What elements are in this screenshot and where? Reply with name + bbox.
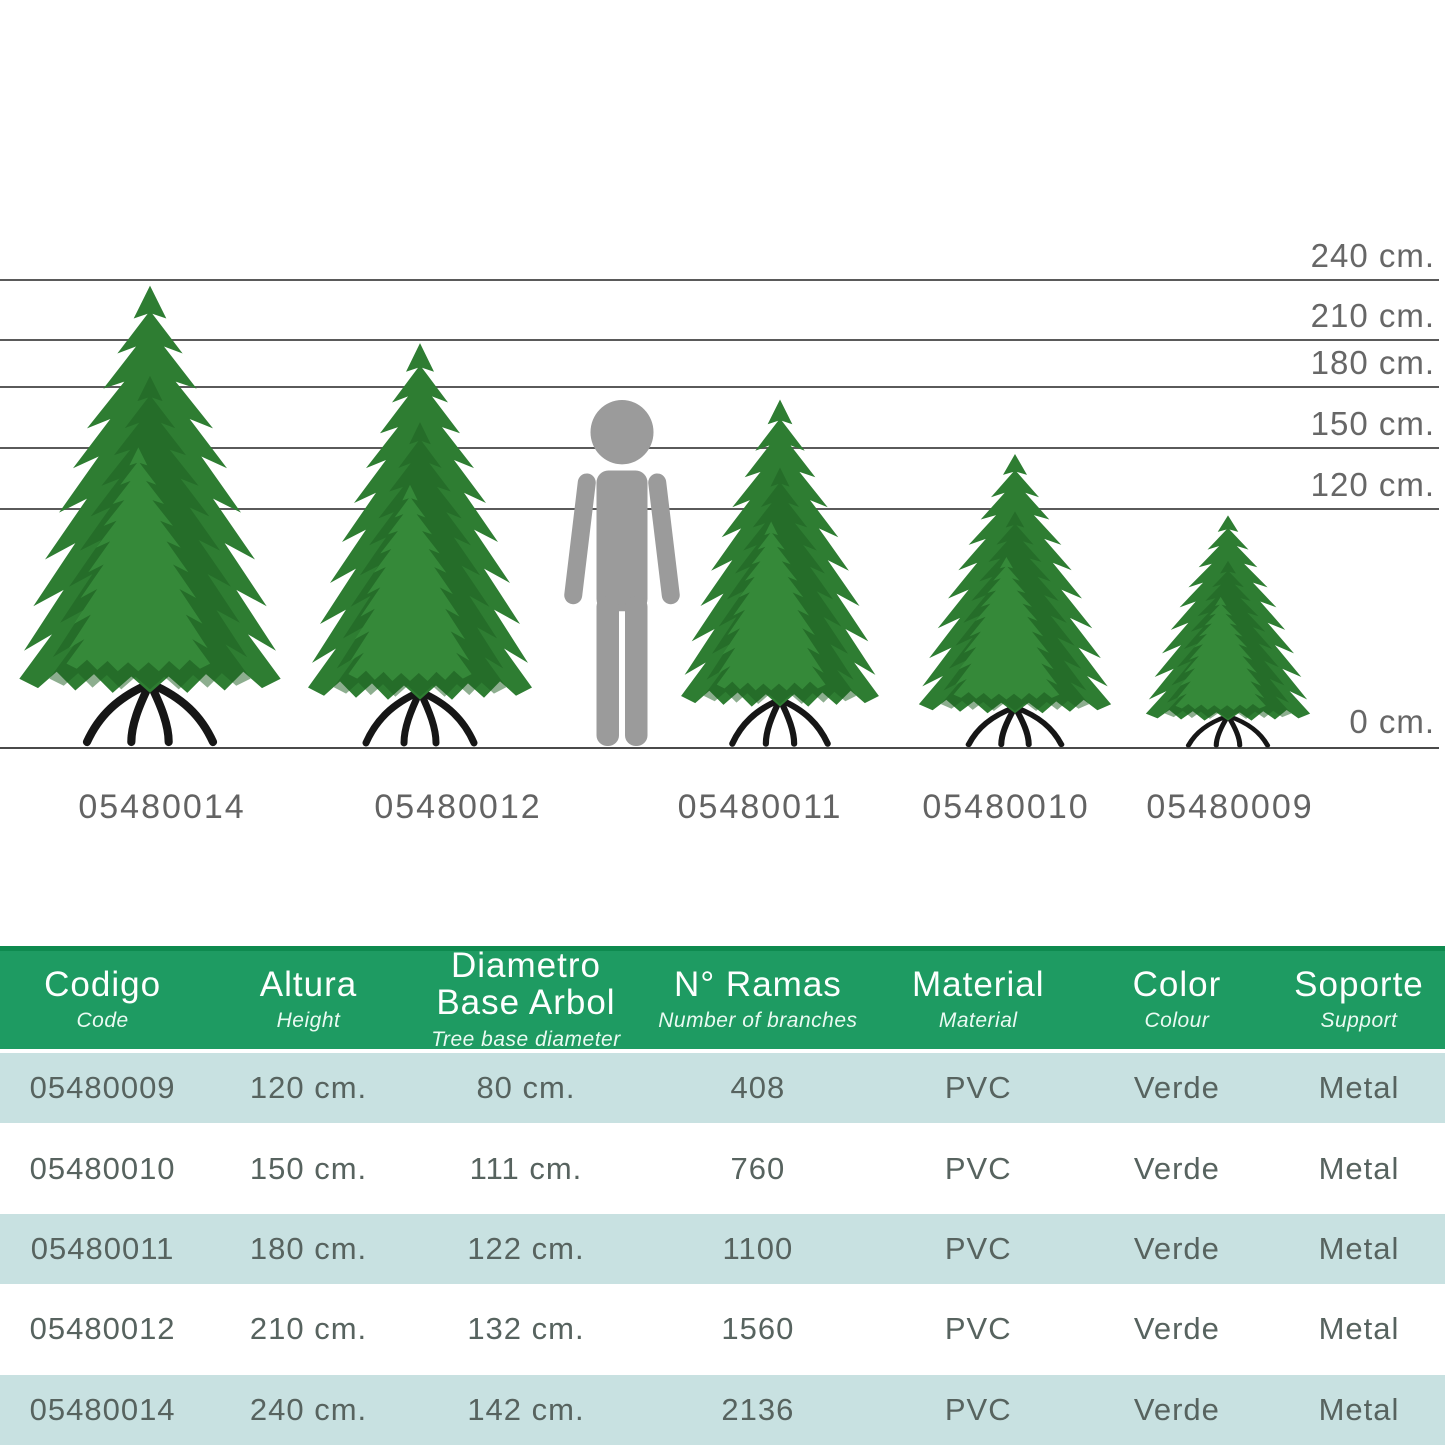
gridline-150	[0, 447, 1439, 449]
header-cell-color: Color Colour	[1132, 964, 1222, 1033]
christmas-tree-image-05480014	[10, 281, 290, 749]
cell-support: Metal	[1318, 1150, 1400, 1186]
cell-branches: 1560	[721, 1311, 795, 1347]
cell-branches: 1100	[722, 1231, 794, 1267]
cell-material: PVC	[944, 1231, 1012, 1267]
cell-support: Metal	[1318, 1391, 1400, 1427]
spec-table-header: Codigo Code Altura Height Diametro Base Ar…	[0, 946, 1445, 1051]
cell-code: 05480014	[29, 1391, 176, 1427]
cell-diameter: 142 cm.	[467, 1391, 585, 1427]
height-axis-label-240: 240 cm.	[1310, 237, 1435, 274]
table-row: 05480012 210 cm. 132 cm. 1560 PVC Verde …	[0, 1294, 1445, 1365]
cell-height: 240 cm.	[249, 1391, 368, 1427]
cell-diameter: 111 cm.	[469, 1150, 583, 1186]
tree-code-label: 05480014	[78, 788, 246, 826]
cell-code: 05480011	[30, 1231, 175, 1267]
cell-diameter: 122 cm.	[467, 1231, 585, 1267]
cell-color: Verde	[1133, 1231, 1220, 1267]
table-row: 05480010 150 cm. 111 cm. 760 PVC Verde M…	[0, 1133, 1445, 1204]
cell-diameter: 132 cm.	[467, 1311, 585, 1347]
cell-height: 120 cm.	[249, 1070, 368, 1106]
table-row: 05480011 180 cm. 122 cm. 1100 PVC Verde …	[0, 1213, 1445, 1285]
height-axis-label-180: 180 cm.	[1310, 344, 1435, 381]
cell-height: 210 cm.	[249, 1311, 368, 1347]
christmas-tree-image-05480009	[1140, 513, 1316, 749]
spec-table: Codigo Code Altura Height Diametro Base Ar…	[0, 946, 1445, 1445]
tree-code-label: 05480011	[677, 788, 843, 826]
height-axis-label-120: 120 cm.	[1310, 466, 1435, 503]
header-cell-soporte: Soporte Support	[1294, 964, 1424, 1033]
header-cell-material: Material Material	[911, 964, 1045, 1033]
cell-color: Verde	[1133, 1070, 1220, 1106]
christmas-tree-image-05480012	[300, 339, 540, 749]
cell-height: 150 cm.	[249, 1150, 368, 1186]
height-axis-label-150: 150 cm.	[1310, 405, 1435, 442]
tree-code-label: 05480009	[1146, 788, 1314, 826]
header-cell-ramas: N° Ramas Number of branches	[658, 964, 858, 1033]
gridline-210	[0, 339, 1439, 341]
cell-color: Verde	[1133, 1391, 1220, 1427]
gridline-120	[0, 508, 1439, 510]
cell-material: PVC	[944, 1070, 1012, 1106]
cell-material: PVC	[944, 1311, 1012, 1347]
table-row: 05480014 240 cm. 142 cm. 2136 PVC Verde …	[0, 1374, 1445, 1445]
cell-code: 05480012	[29, 1311, 176, 1347]
header-cell-altura: Altura Height	[259, 964, 358, 1033]
cell-support: Metal	[1318, 1231, 1400, 1267]
cell-material: PVC	[944, 1391, 1012, 1427]
christmas-tree-image-05480010	[912, 451, 1118, 749]
table-row: 05480009 120 cm. 80 cm. 408 PVC Verde Me…	[0, 1053, 1445, 1124]
cell-branches: 760	[730, 1150, 786, 1186]
cell-branches: 2136	[721, 1391, 795, 1427]
cell-height: 180 cm.	[249, 1231, 368, 1267]
cell-color: Verde	[1133, 1311, 1220, 1347]
cell-branches: 408	[730, 1070, 786, 1106]
gridline-240	[0, 279, 1439, 281]
cell-material: PVC	[944, 1150, 1012, 1186]
christmas-tree-image-05480011	[674, 396, 886, 749]
height-axis-label-0: 0 cm.	[1349, 703, 1435, 740]
header-cell-diametro: Diametro Base Arbol Tree base diameter	[431, 946, 621, 1051]
tree-code-label: 05480012	[374, 788, 542, 826]
height-axis-label-210: 210 cm.	[1310, 297, 1435, 334]
cell-color: Verde	[1133, 1150, 1220, 1186]
cell-code: 05480009	[29, 1070, 176, 1106]
gridline-0	[0, 747, 1439, 749]
cell-support: Metal	[1318, 1311, 1400, 1347]
header-cell-codigo: Codigo Code	[44, 964, 162, 1033]
cell-support: Metal	[1318, 1070, 1400, 1106]
cell-diameter: 80 cm.	[476, 1070, 576, 1106]
tree-code-label: 05480010	[922, 788, 1090, 826]
cell-code: 05480010	[29, 1150, 176, 1186]
gridline-180	[0, 386, 1439, 388]
